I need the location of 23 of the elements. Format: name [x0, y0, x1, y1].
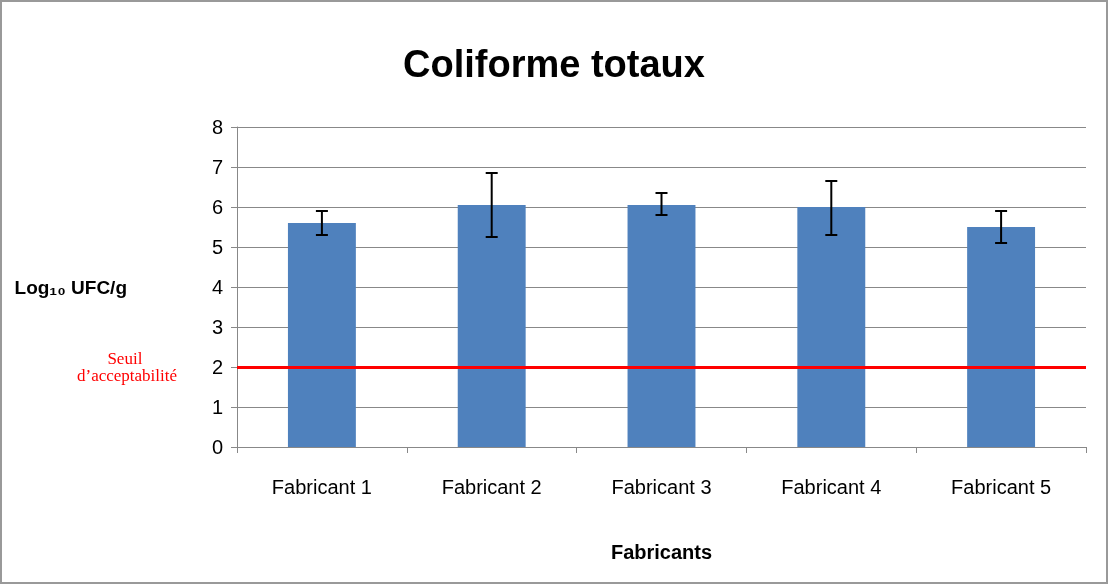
x-axis-title: Fabricants: [610, 541, 713, 563]
y-tick-label: 8: [211, 116, 223, 138]
y-axis-title: Log₁₀ UFC/g: [14, 276, 127, 298]
bar: [627, 205, 696, 447]
y-tick-label: 5: [211, 236, 223, 258]
bar: [967, 227, 1036, 447]
x-tick-label: Fabricant 3: [611, 476, 712, 498]
y-tick-label: 2: [211, 356, 223, 378]
bar: [287, 223, 356, 447]
y-tick-label: 3: [211, 316, 223, 338]
x-tick-label: Fabricant 2: [441, 476, 542, 498]
ref-line-label: Seuil d’acceptabilité: [76, 349, 178, 385]
y-tick-label: 6: [211, 196, 223, 218]
x-tick-label: Fabricant 1: [271, 476, 372, 498]
y-tick-label: 0: [211, 436, 223, 458]
bar: [797, 207, 866, 447]
y-tick-label: 7: [211, 156, 223, 178]
chart-title: Coliforme totaux: [403, 43, 705, 85]
x-tick-label: Fabricant 5: [951, 476, 1052, 498]
y-tick-label: 4: [211, 276, 223, 298]
bar: [457, 205, 526, 447]
x-tick-label: Fabricant 4: [781, 476, 882, 498]
y-tick-label: 1: [211, 396, 223, 418]
